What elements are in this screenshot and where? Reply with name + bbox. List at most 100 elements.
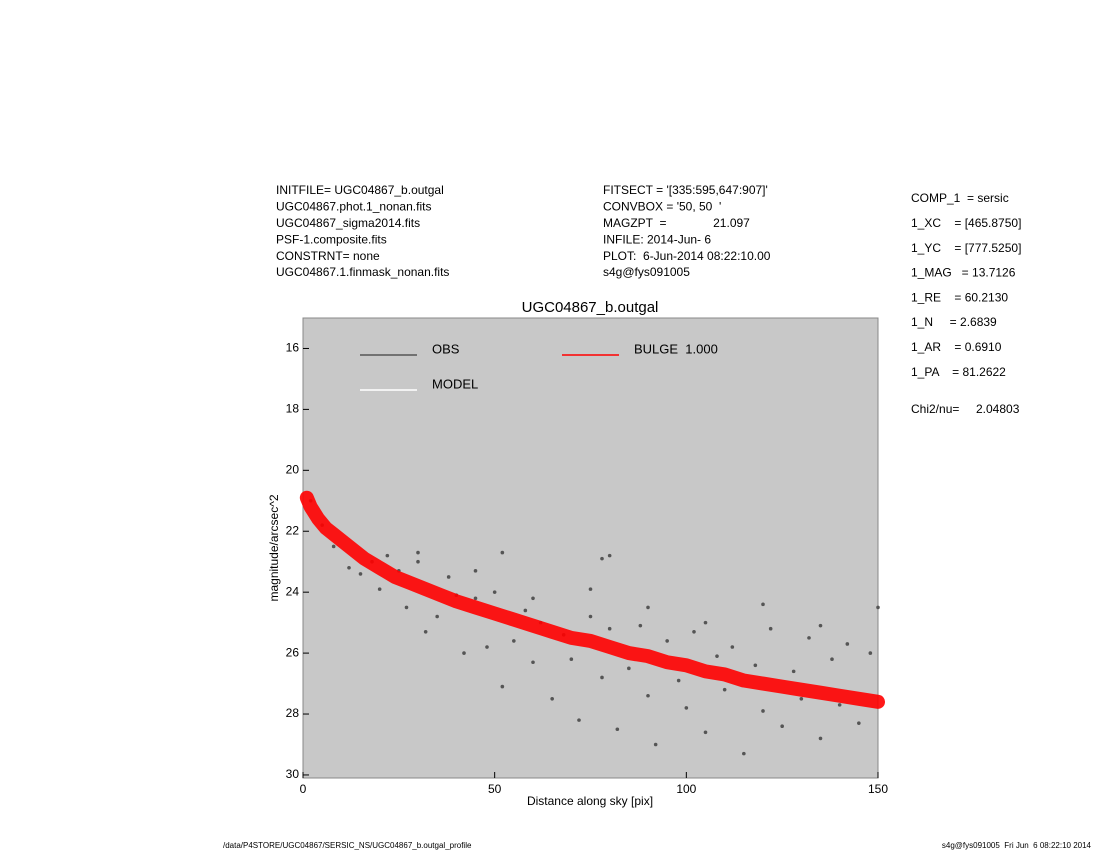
obs-point: [588, 587, 593, 591]
y-tick-label: 24: [286, 584, 300, 598]
header-line: INFILE: 2014-Jun- 6: [603, 232, 711, 246]
obs-point: [799, 696, 804, 701]
obs-point: [703, 620, 708, 625]
y-axis-label: magnitude/arcsec^2: [267, 494, 281, 601]
obs-point: [876, 605, 880, 610]
obs-point: [830, 657, 834, 661]
obs-point: [473, 596, 478, 601]
obs-point: [607, 553, 612, 558]
obs-point: [331, 544, 336, 549]
obs-point: [845, 642, 850, 646]
y-tick-label: 22: [286, 523, 300, 537]
header-line: CONVBOX = '50, 50 ': [603, 200, 721, 214]
fit-parameter: 1_XC = [465.8750]: [911, 216, 1021, 230]
fit-parameter: COMP_1 = sersic: [911, 191, 1009, 205]
obs-point: [722, 687, 727, 692]
obs-point: [485, 645, 489, 649]
plot-area: [302, 317, 879, 779]
obs-point: [588, 614, 593, 619]
chart-title: UGC04867_b.outgal: [522, 299, 659, 316]
y-tick-label: 20: [286, 462, 300, 476]
obs-point: [435, 614, 439, 619]
obs-point: [512, 639, 516, 643]
x-tick-label: 50: [488, 782, 502, 796]
obs-point: [818, 736, 823, 741]
footer-path: /data/P4STORE/UGC04867/SERSIC_NS/UGC0486…: [223, 841, 472, 850]
obs-point: [753, 663, 758, 668]
legend-label: OBS: [432, 341, 460, 356]
obs-point: [569, 657, 574, 661]
legend-label: BULGE 1.000: [634, 341, 718, 356]
obs-point: [377, 587, 382, 591]
obs-point: [385, 553, 390, 558]
obs-point: [423, 629, 428, 634]
fit-parameter: 1_N = 2.6839: [911, 315, 997, 329]
obs-point: [715, 654, 719, 658]
obs-point: [600, 556, 604, 561]
obs-point: [500, 684, 505, 689]
model-curve: [299, 490, 885, 709]
header-line: MAGZPT = 21.097: [603, 216, 750, 230]
obs-point: [600, 675, 604, 680]
obs-point: [768, 626, 773, 631]
obs-point: [500, 550, 505, 555]
obs-point: [473, 569, 478, 573]
y-tick-label: 30: [286, 767, 300, 781]
obs-point: [807, 636, 811, 640]
obs-point: [703, 730, 708, 735]
obs-point: [646, 693, 650, 698]
y-tick-label: 18: [286, 402, 300, 416]
obs-point: [638, 623, 643, 628]
obs-point: [684, 706, 689, 710]
obs-point: [531, 660, 535, 665]
fit-parameter: 1_RE = 60.2130: [911, 290, 1008, 304]
y-tick-label: 28: [286, 706, 300, 720]
x-tick-label: 150: [868, 782, 888, 796]
obs-point: [818, 623, 823, 628]
header-line: PLOT: 6-Jun-2014 08:22:10.00: [603, 249, 771, 263]
fit-parameter: 1_PA = 81.2622: [911, 365, 1006, 379]
header-line: UGC04867.phot.1_nonan.fits: [276, 200, 431, 214]
obs-point: [404, 605, 409, 610]
obs-point: [462, 651, 466, 655]
y-tick-label: 16: [286, 341, 300, 355]
obs-point: [692, 629, 696, 634]
obs-point: [615, 727, 620, 732]
obs-point: [627, 666, 631, 671]
obs-point: [358, 572, 363, 576]
obs-point: [730, 645, 735, 649]
obs-point: [577, 718, 581, 722]
obs-point: [416, 550, 420, 555]
header-line: CONSTRNT= none: [276, 249, 380, 263]
fit-parameter: 1_AR = 0.6910: [911, 340, 1002, 354]
obs-point: [347, 566, 351, 570]
obs-point: [742, 751, 746, 756]
obs-point: [780, 724, 784, 729]
x-tick-label: 0: [300, 782, 307, 796]
chi2-value: 2.04803: [976, 402, 1020, 416]
obs-point: [676, 678, 681, 683]
fit-parameter: 1_YC = [777.5250]: [911, 241, 1021, 255]
obs-point: [653, 742, 658, 747]
obs-point: [837, 703, 842, 707]
footer-stamp: s4g@fys091005 Fri Jun 6 08:22:10 2014: [942, 841, 1092, 850]
header-line: s4g@fys091005: [603, 265, 690, 279]
header-line: PSF-1.composite.fits: [276, 232, 387, 246]
header-line: UGC04867.1.finmask_nonan.fits: [276, 265, 449, 279]
obs-point: [446, 575, 451, 579]
obs-point: [791, 669, 796, 674]
obs-point: [868, 651, 873, 655]
obs-point: [665, 639, 669, 643]
obs-point: [492, 590, 497, 594]
x-axis-label: Distance along sky [pix]: [527, 794, 653, 808]
obs-point: [550, 696, 554, 701]
header-line: FITSECT = '[335:595,647:907]': [603, 183, 768, 197]
obs-point: [761, 709, 765, 713]
y-tick-label: 26: [286, 645, 300, 659]
x-tick-label: 100: [676, 782, 696, 796]
obs-point: [761, 602, 765, 607]
header-line: UGC04867_sigma2014.fits: [276, 216, 420, 230]
obs-point: [531, 596, 535, 601]
legend-label: MODEL: [432, 376, 478, 391]
